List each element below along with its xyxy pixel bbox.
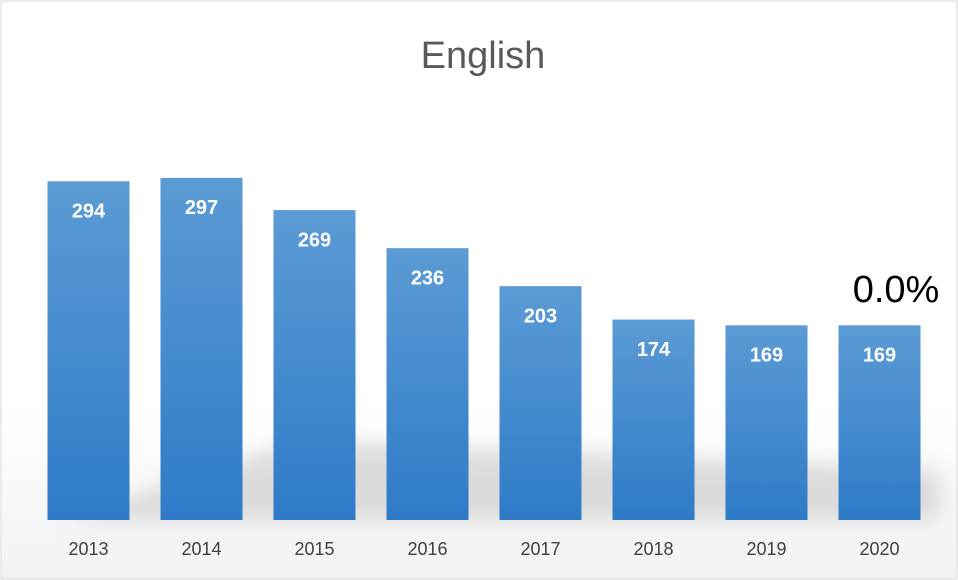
data-label: 174 bbox=[637, 339, 671, 361]
bar bbox=[612, 319, 695, 520]
x-tick-label: 2020 bbox=[859, 539, 899, 559]
data-label: 269 bbox=[298, 229, 331, 251]
x-tick-label: 2014 bbox=[181, 539, 221, 559]
bar bbox=[273, 210, 356, 520]
data-label: 294 bbox=[72, 201, 106, 223]
bar bbox=[386, 248, 469, 521]
data-label: 236 bbox=[411, 267, 444, 289]
data-label: 203 bbox=[524, 305, 557, 327]
bar bbox=[160, 177, 243, 520]
annotation: 0.0% bbox=[853, 269, 940, 311]
data-label: 169 bbox=[863, 345, 896, 367]
bar bbox=[47, 181, 130, 520]
x-tick-label: 2019 bbox=[746, 539, 786, 559]
data-label: 169 bbox=[750, 345, 783, 367]
x-tick-label: 2016 bbox=[407, 539, 447, 559]
data-label: 297 bbox=[185, 197, 218, 219]
bar bbox=[838, 325, 921, 520]
chart-title: English bbox=[421, 35, 546, 77]
x-tick-label: 2017 bbox=[520, 539, 560, 559]
x-tick-label: 2018 bbox=[633, 539, 673, 559]
bar bbox=[499, 286, 582, 520]
x-tick-label: 2013 bbox=[68, 539, 108, 559]
x-tick-label: 2015 bbox=[294, 539, 334, 559]
bar bbox=[725, 325, 808, 520]
